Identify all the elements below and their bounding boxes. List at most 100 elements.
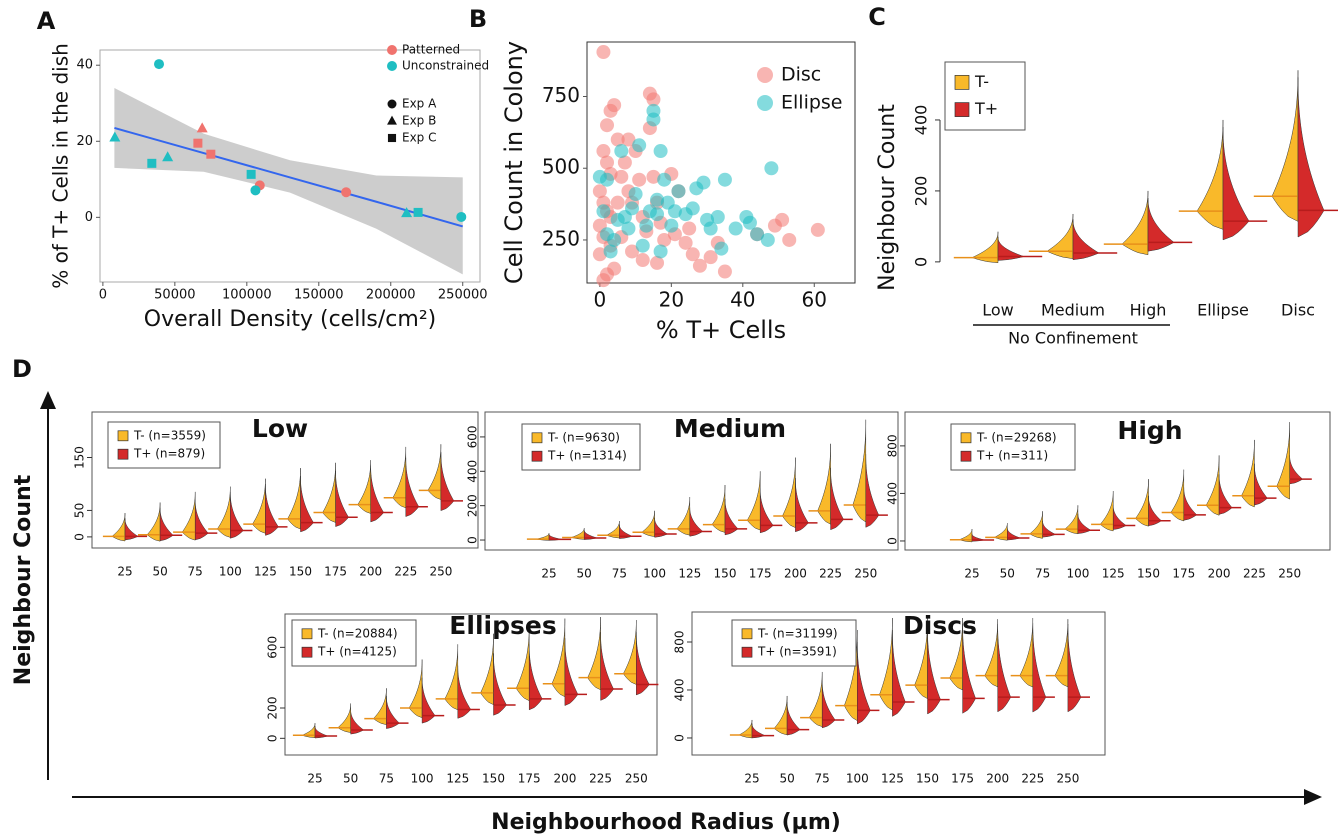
point	[632, 138, 647, 153]
x-tick-label: 175	[1172, 567, 1195, 581]
y-tick-label: 150	[73, 446, 87, 469]
point	[109, 131, 121, 142]
x-tick-label: 75	[379, 772, 394, 786]
violin-half	[1170, 469, 1185, 522]
violin-half	[392, 446, 407, 509]
point	[596, 144, 611, 159]
point	[685, 201, 700, 216]
x-tick-label: 100000	[222, 288, 272, 303]
violin-half	[1121, 190, 1149, 256]
point	[639, 218, 654, 233]
violin-half	[1241, 439, 1255, 508]
violin-half	[322, 462, 336, 523]
x-tick-label: 25	[307, 772, 322, 786]
violin-half	[830, 467, 844, 531]
legend-label: Exp B	[402, 114, 436, 128]
y-tick-label: 200	[266, 697, 280, 720]
x-tick-label: 225	[1243, 567, 1266, 581]
x-tick-label: 175	[749, 567, 772, 581]
legend-box	[107, 421, 221, 469]
violin-half	[636, 632, 650, 696]
point	[621, 221, 636, 236]
violin-half	[927, 627, 941, 715]
point	[162, 151, 174, 162]
legend-label: T- (n=29268)	[976, 430, 1057, 444]
x-tick-label: 25	[117, 565, 132, 579]
y-tick-label: 0	[466, 536, 480, 544]
legend-swatch	[387, 61, 397, 71]
x-tick-label: Low	[982, 301, 1014, 320]
x-tick-label: 25	[744, 772, 759, 786]
x-tick-label: 75	[1035, 567, 1050, 581]
point	[750, 227, 765, 242]
x-tick-label: 125	[254, 565, 277, 579]
point	[614, 169, 629, 184]
point	[764, 161, 779, 176]
violin-half	[357, 460, 371, 514]
point	[646, 169, 661, 184]
violin-half	[1205, 455, 1220, 516]
point	[147, 158, 157, 168]
violin-half	[821, 680, 836, 729]
legend-swatch	[301, 646, 313, 658]
violin-half	[857, 641, 871, 725]
point	[592, 184, 607, 199]
violin-half	[879, 617, 893, 711]
point	[760, 232, 775, 247]
legend-swatch	[954, 75, 970, 90]
y-tick-label: 40	[76, 58, 93, 73]
y-tick-label: 200	[912, 176, 931, 207]
violin-half	[587, 617, 601, 691]
violin-half	[230, 491, 244, 539]
violin-half	[1276, 422, 1290, 500]
legend-label: T- (n=3559)	[133, 428, 206, 442]
x-tick-label: 0	[593, 288, 606, 312]
y-tick-label: 0	[85, 210, 93, 225]
point	[703, 250, 718, 265]
point	[628, 187, 643, 202]
violin-half	[265, 483, 279, 536]
x-axis-title: Overall Density (cells/cm²)	[144, 307, 437, 332]
x-tick-label: 100	[643, 567, 666, 581]
legend-swatch	[960, 450, 972, 462]
y-tick-label: 800	[673, 631, 687, 654]
panel-label: B	[469, 5, 487, 33]
violin-half	[1032, 622, 1047, 713]
x-tick-label: 175	[518, 772, 541, 786]
point	[196, 122, 208, 133]
y-tick-label: 0	[912, 257, 931, 267]
x-tick-label: 20	[659, 288, 684, 312]
legend-label: Exp A	[402, 97, 437, 111]
violin-half	[600, 632, 614, 701]
point	[154, 59, 165, 70]
x-tick-label: 250000	[438, 288, 488, 303]
x-tick-label: 250	[854, 567, 877, 581]
y-tick-label: 0	[673, 734, 687, 742]
violin-half	[444, 644, 459, 711]
y-tick-label: 200	[466, 494, 480, 517]
legend-label: T+ (n=879)	[133, 447, 205, 461]
plot-frame	[484, 411, 899, 551]
point	[600, 172, 615, 187]
y-tick-label: 400	[673, 679, 687, 702]
point	[617, 155, 632, 170]
x-tick-label: 60	[802, 288, 827, 312]
y-axis-title: Cell Count in Colony	[500, 41, 528, 284]
violin-half	[252, 478, 266, 534]
y-tick-label: 400	[912, 105, 931, 136]
x-tick-label: 50	[577, 567, 592, 581]
legend-label: T+ (n=4125)	[317, 645, 397, 659]
violin-half	[865, 454, 880, 528]
point	[650, 192, 665, 207]
point	[810, 222, 825, 237]
y-tick-label: 750	[542, 83, 580, 107]
violin-half	[493, 653, 507, 716]
legend-swatch	[954, 102, 970, 117]
x-tick-label: 200	[986, 772, 1009, 786]
x-tick-label: 150000	[294, 288, 344, 303]
violin-half	[808, 671, 823, 728]
point	[401, 207, 413, 218]
point	[650, 207, 665, 222]
x-tick-label: 250	[625, 772, 648, 786]
